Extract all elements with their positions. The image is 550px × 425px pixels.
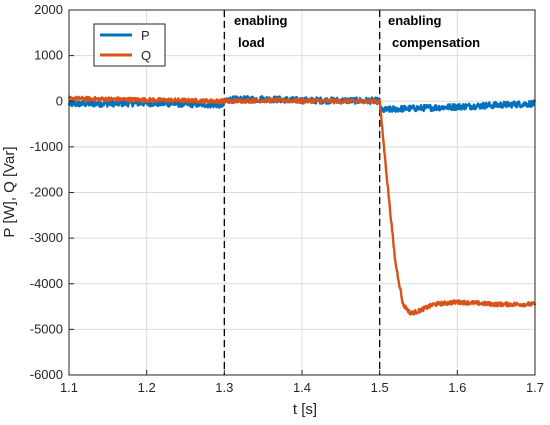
x-tick-label: 1.3 — [215, 380, 233, 395]
y-tick-label: 2000 — [34, 2, 63, 17]
legend-box — [93, 23, 166, 67]
x-tick-label: 1.2 — [138, 380, 156, 395]
x-tick-label: 1.1 — [60, 380, 78, 395]
y-tick-label: -3000 — [30, 230, 63, 245]
y-tick-label: -5000 — [30, 321, 63, 336]
y-tick-label: 0 — [56, 93, 63, 108]
annotation-enabling-load-line2: load — [238, 35, 265, 50]
x-tick-label: 1.7 — [526, 380, 544, 395]
y-tick-label: -6000 — [30, 367, 63, 382]
x-tick-label: 1.5 — [371, 380, 389, 395]
annotation-enabling-compensation-line1: enabling — [388, 13, 442, 28]
y-tick-label: -1000 — [30, 139, 63, 154]
legend-label-p: P — [141, 28, 150, 43]
y-tick-label: 1000 — [34, 48, 63, 63]
x-tick-label: 1.6 — [448, 380, 466, 395]
series-layer — [67, 95, 537, 316]
legend: P Q — [93, 23, 166, 67]
y-tick-label: -2000 — [30, 185, 63, 200]
annotation-enabling-load: enabling load — [234, 13, 288, 50]
legend-label-q: Q — [141, 48, 151, 63]
annotation-enabling-compensation: enabling compensation — [388, 13, 480, 50]
annotation-enabling-load-line1: enabling — [234, 13, 288, 28]
y-axis-label: P [W], Q [Var] — [1, 146, 18, 237]
annotation-enabling-compensation-line2: compensation — [392, 35, 480, 50]
event-markers — [223, 10, 381, 375]
y-tick-label: -4000 — [30, 276, 63, 291]
x-axis-label: t [s] — [293, 401, 317, 418]
x-tick-label: 1.4 — [293, 380, 311, 395]
axis-ticks: 1.1 1.2 1.3 1.4 1.5 1.6 1.7 -6000 -5000 -4000 -300… — [30, 2, 544, 395]
series-line-q — [67, 95, 537, 316]
